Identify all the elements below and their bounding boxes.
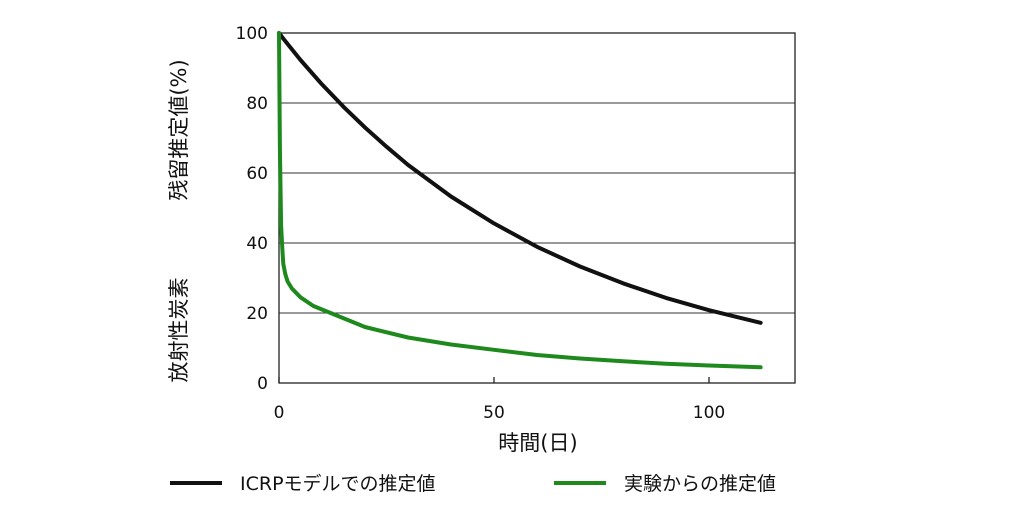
plot-area <box>278 32 796 384</box>
x-tick-label-50: 50 <box>483 403 505 423</box>
y-tick-label-60: 60 <box>246 164 268 184</box>
legend-label-2: 実験からの推定値 <box>624 473 776 495</box>
series-lines <box>277 31 763 370</box>
x-tick-label-100: 100 <box>693 403 725 423</box>
y-axis-title-left: 放射性炭素 <box>167 278 191 383</box>
y-axis-ticks: 0 20 40 60 80 100 <box>236 24 268 394</box>
legend: ICRPモデルでの推定値 実験からの推定値 <box>170 473 776 495</box>
y-tick-label-40: 40 <box>246 234 268 254</box>
legend-label-1: ICRPモデルでの推定値 <box>240 473 436 495</box>
x-axis-title: 時間(日) <box>498 431 577 455</box>
x-axis-ticks: 0 50 100 <box>274 377 725 423</box>
series-line-1 <box>277 31 763 325</box>
x-tick-label-0: 0 <box>274 403 285 423</box>
series-line-2 <box>277 31 763 370</box>
y-axis-title-right: 残留推定値(%) <box>167 59 191 200</box>
y-tick-label-0: 0 <box>257 374 268 394</box>
y-tick-label-80: 80 <box>246 94 268 114</box>
y-tick-label-20: 20 <box>246 304 268 324</box>
y-tick-label-100: 100 <box>236 24 268 44</box>
grid-lines <box>279 102 795 314</box>
